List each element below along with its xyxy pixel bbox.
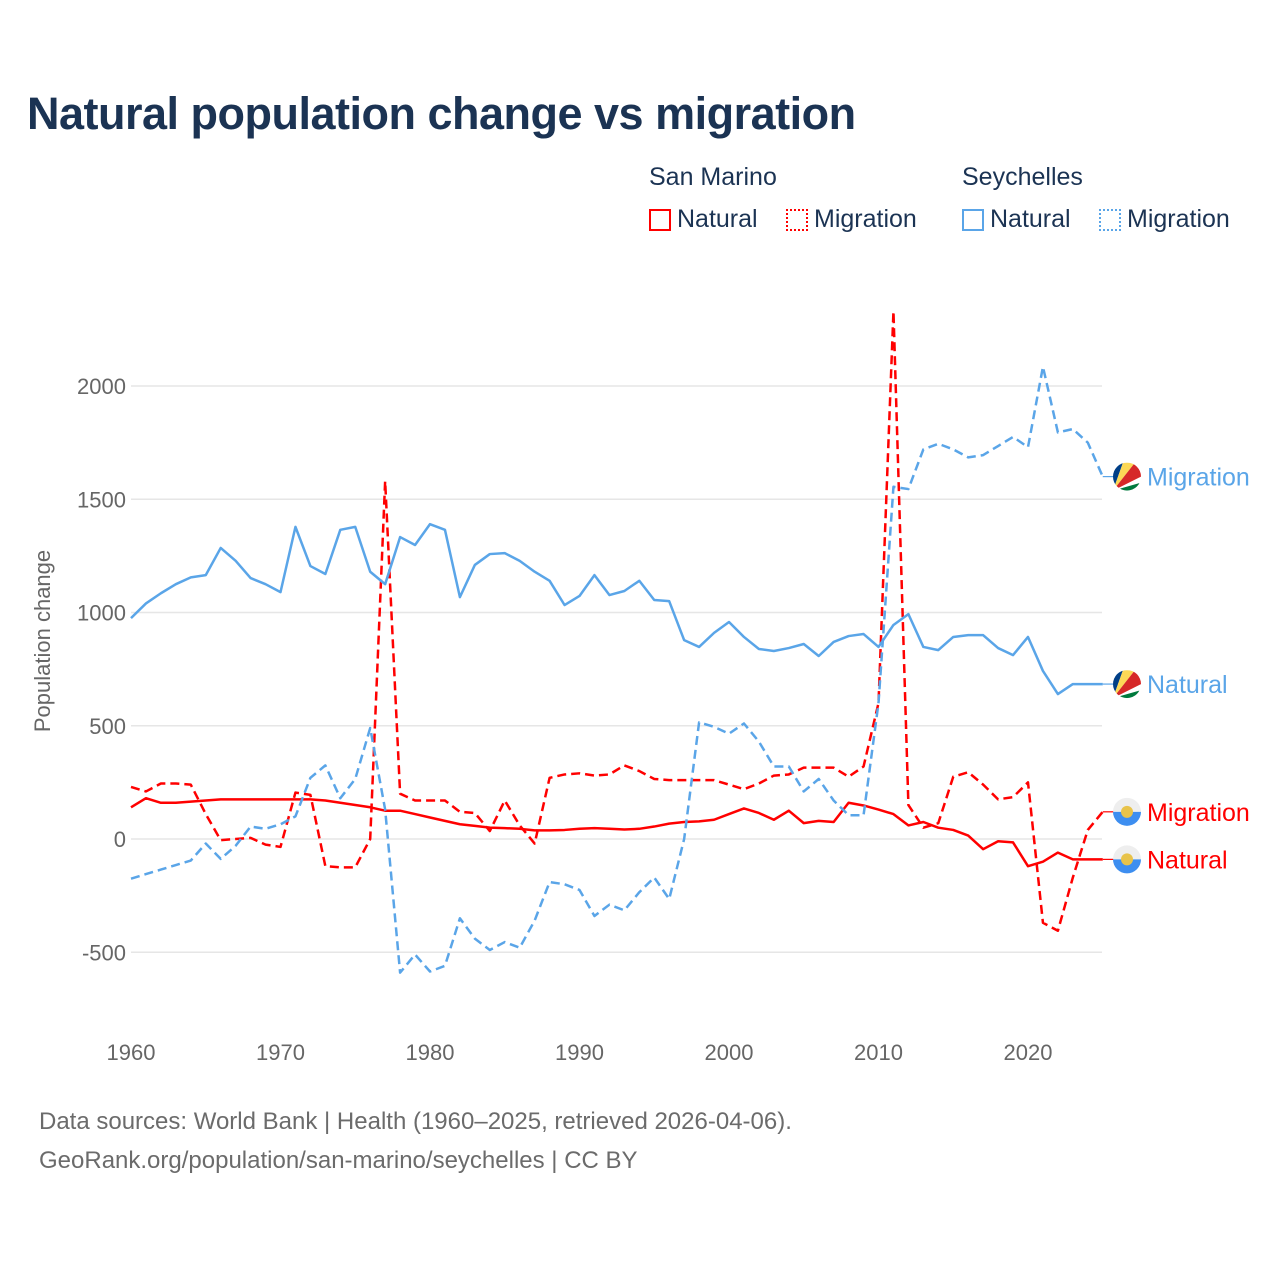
legend-item-seychelles-migration[interactable]: Migration bbox=[1099, 205, 1230, 234]
flag-green bbox=[1113, 690, 1141, 699]
legend-item-san-marino-natural[interactable]: Natural bbox=[649, 205, 758, 234]
y-tick-label: 1500 bbox=[77, 487, 126, 512]
end-label-san-marino-natural: Natural bbox=[1147, 846, 1228, 874]
legend-swatch-dotted bbox=[1099, 208, 1121, 231]
legend-item-san-marino-migration[interactable]: Migration bbox=[786, 205, 917, 234]
y-axis-label: Population change bbox=[30, 550, 55, 732]
y-tick-label: 500 bbox=[89, 714, 126, 739]
x-tick-label: 2000 bbox=[705, 1040, 754, 1065]
legend-swatch-dotted bbox=[786, 208, 808, 231]
x-tick-label: 1980 bbox=[406, 1040, 455, 1065]
end-label-seychelles-natural: Natural bbox=[1147, 671, 1228, 699]
flag-blue bbox=[1113, 811, 1141, 826]
legend-swatch-solid bbox=[649, 208, 671, 231]
y-tick-label: -500 bbox=[82, 940, 126, 965]
x-tick-label: 2020 bbox=[1004, 1040, 1053, 1065]
y-tick-label: 1000 bbox=[77, 601, 126, 626]
flag-body bbox=[1113, 670, 1141, 699]
footer-url[interactable]: GeoRank.org/population/san-marino/seyche… bbox=[39, 1147, 638, 1174]
san-marino-flag-icon bbox=[1113, 797, 1141, 826]
seychelles-flag-icon bbox=[1113, 670, 1141, 699]
legend-label: Natural bbox=[990, 205, 1071, 233]
end-label-seychelles-migration: Migration bbox=[1147, 464, 1250, 492]
san-marino-flag-icon bbox=[1113, 845, 1141, 874]
flag-blue bbox=[1113, 859, 1141, 874]
footer-sources: Data sources: World Bank | Health (1960–… bbox=[39, 1108, 792, 1135]
flag-white bbox=[1113, 797, 1141, 812]
series-line-san-marino-migration bbox=[130, 310, 1104, 932]
x-tick-label: 2010 bbox=[854, 1040, 903, 1065]
chart-title: Natural population change vs migration bbox=[27, 88, 856, 139]
x-tick-label: 1990 bbox=[555, 1040, 604, 1065]
legend-group-seychelles: Seychelles bbox=[962, 163, 1083, 191]
flag-white bbox=[1113, 845, 1141, 860]
legend-item-seychelles-natural[interactable]: Natural bbox=[962, 205, 1071, 234]
series-line-seychelles-natural bbox=[130, 522, 1103, 696]
flag-red bbox=[1113, 462, 1141, 491]
legend-group-san-marino: San Marino bbox=[649, 163, 777, 191]
y-tick-label: 0 bbox=[114, 827, 126, 852]
seychelles-flag-icon bbox=[1113, 462, 1141, 491]
flag-emblem bbox=[1121, 853, 1133, 866]
y-tick-label: 2000 bbox=[77, 374, 126, 399]
flag-red bbox=[1113, 670, 1141, 699]
x-tick-label: 1960 bbox=[107, 1040, 156, 1065]
flag-green bbox=[1113, 482, 1141, 491]
flag-emblem bbox=[1121, 805, 1133, 818]
series-line-san-marino-natural bbox=[130, 796, 1103, 868]
legend-label: Migration bbox=[1127, 205, 1230, 233]
legend-label: Migration bbox=[814, 205, 917, 233]
legend-label: Natural bbox=[677, 205, 758, 233]
end-label-san-marino-migration: Migration bbox=[1147, 799, 1250, 827]
x-tick-label: 1970 bbox=[256, 1040, 305, 1065]
legend-swatch-solid bbox=[962, 208, 984, 231]
series-line-seychelles-migration bbox=[130, 365, 1104, 974]
flag-body bbox=[1113, 462, 1141, 491]
